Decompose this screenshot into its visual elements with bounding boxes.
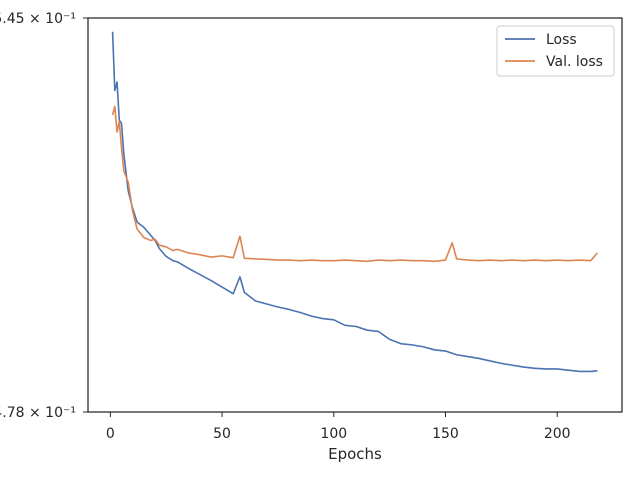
x-axis-ticks: 0 50 100 150 200 bbox=[106, 412, 571, 442]
x-tick-label: 50 bbox=[213, 426, 231, 442]
x-tick-label: 200 bbox=[544, 426, 571, 442]
x-tick-label: 100 bbox=[320, 426, 347, 442]
y-tick-label: 5.45 × 10⁻¹ bbox=[0, 11, 76, 27]
x-tick-label: 0 bbox=[106, 426, 115, 442]
legend-label: Loss bbox=[546, 32, 577, 48]
series-layer bbox=[111, 31, 599, 373]
x-tick-label: 150 bbox=[432, 426, 459, 442]
y-axis-ticks: 5.45 × 10⁻¹ 4.78 × 10⁻¹ bbox=[0, 11, 88, 421]
legend: Loss Val. loss bbox=[496, 25, 615, 77]
legend-label: Val. loss bbox=[546, 54, 603, 70]
plot-frame bbox=[87, 17, 623, 413]
series-line-0 bbox=[111, 31, 598, 373]
plot-border bbox=[87, 17, 623, 413]
x-axis-label: Epochs bbox=[328, 445, 382, 463]
series-line-1 bbox=[111, 105, 599, 263]
y-tick-label: 4.78 × 10⁻¹ bbox=[0, 405, 76, 421]
